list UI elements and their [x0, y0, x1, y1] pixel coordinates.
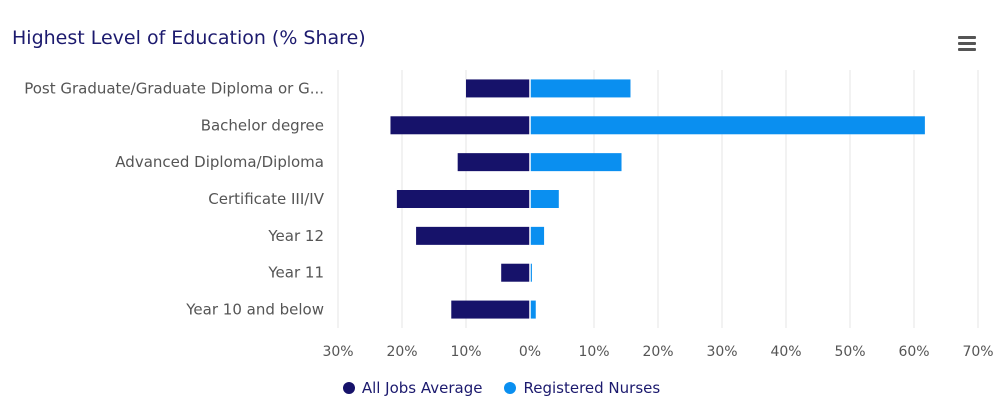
x-tick-label: 0%	[519, 344, 541, 360]
bar-all-jobs	[466, 79, 530, 98]
bar-registered-nurses	[530, 79, 631, 98]
bar-all-jobs	[390, 116, 530, 135]
x-tick-label: 60%	[898, 344, 929, 360]
bar-all-jobs	[396, 190, 530, 208]
category-label: Year 12	[267, 227, 324, 245]
legend: All Jobs Average Registered Nurses	[0, 379, 1003, 397]
legend-item-registered-nurses[interactable]: Registered Nurses	[504, 379, 660, 397]
bar-registered-nurses	[530, 300, 536, 319]
bar-all-jobs	[451, 300, 530, 319]
x-tick-label: 50%	[834, 344, 865, 360]
legend-label-registered-nurses: Registered Nurses	[523, 379, 661, 397]
bar-registered-nurses	[530, 226, 545, 245]
category-label: Advanced Diploma/Diploma	[115, 153, 324, 171]
x-tick-label: 70%	[962, 344, 993, 360]
category-label: Bachelor degree	[201, 116, 324, 134]
legend-marker-all-jobs	[342, 382, 355, 394]
bar-registered-nurses	[530, 116, 925, 135]
x-tick-label: 20%	[642, 344, 673, 360]
bar-registered-nurses	[530, 153, 622, 172]
x-tick-label: 10%	[450, 344, 481, 360]
x-tick-label: 10%	[578, 344, 609, 360]
x-tick-label: 20%	[386, 344, 417, 360]
hamburger-menu-icon[interactable]	[958, 36, 976, 52]
x-tick-label: 30%	[322, 344, 353, 360]
bar-all-jobs	[501, 263, 530, 282]
legend-label-all-jobs: All Jobs Average	[361, 379, 483, 397]
legend-item-all-jobs[interactable]: All Jobs Average	[342, 379, 483, 397]
x-tick-label: 40%	[770, 344, 801, 360]
category-label: Certificate III/IV	[208, 190, 324, 208]
chart-title: Highest Level of Education (% Share)	[12, 27, 366, 49]
x-tick-label: 30%	[706, 344, 737, 360]
category-label: Year 11	[267, 264, 324, 282]
bar-all-jobs	[457, 153, 530, 172]
legend-marker-registered-nurses	[504, 382, 517, 394]
category-label: Post Graduate/Graduate Diploma or G...	[24, 79, 324, 97]
category-label: Year 10 and below	[185, 301, 324, 319]
bar-registered-nurses	[530, 263, 532, 282]
bar-all-jobs	[416, 226, 530, 245]
bar-registered-nurses	[530, 190, 559, 208]
